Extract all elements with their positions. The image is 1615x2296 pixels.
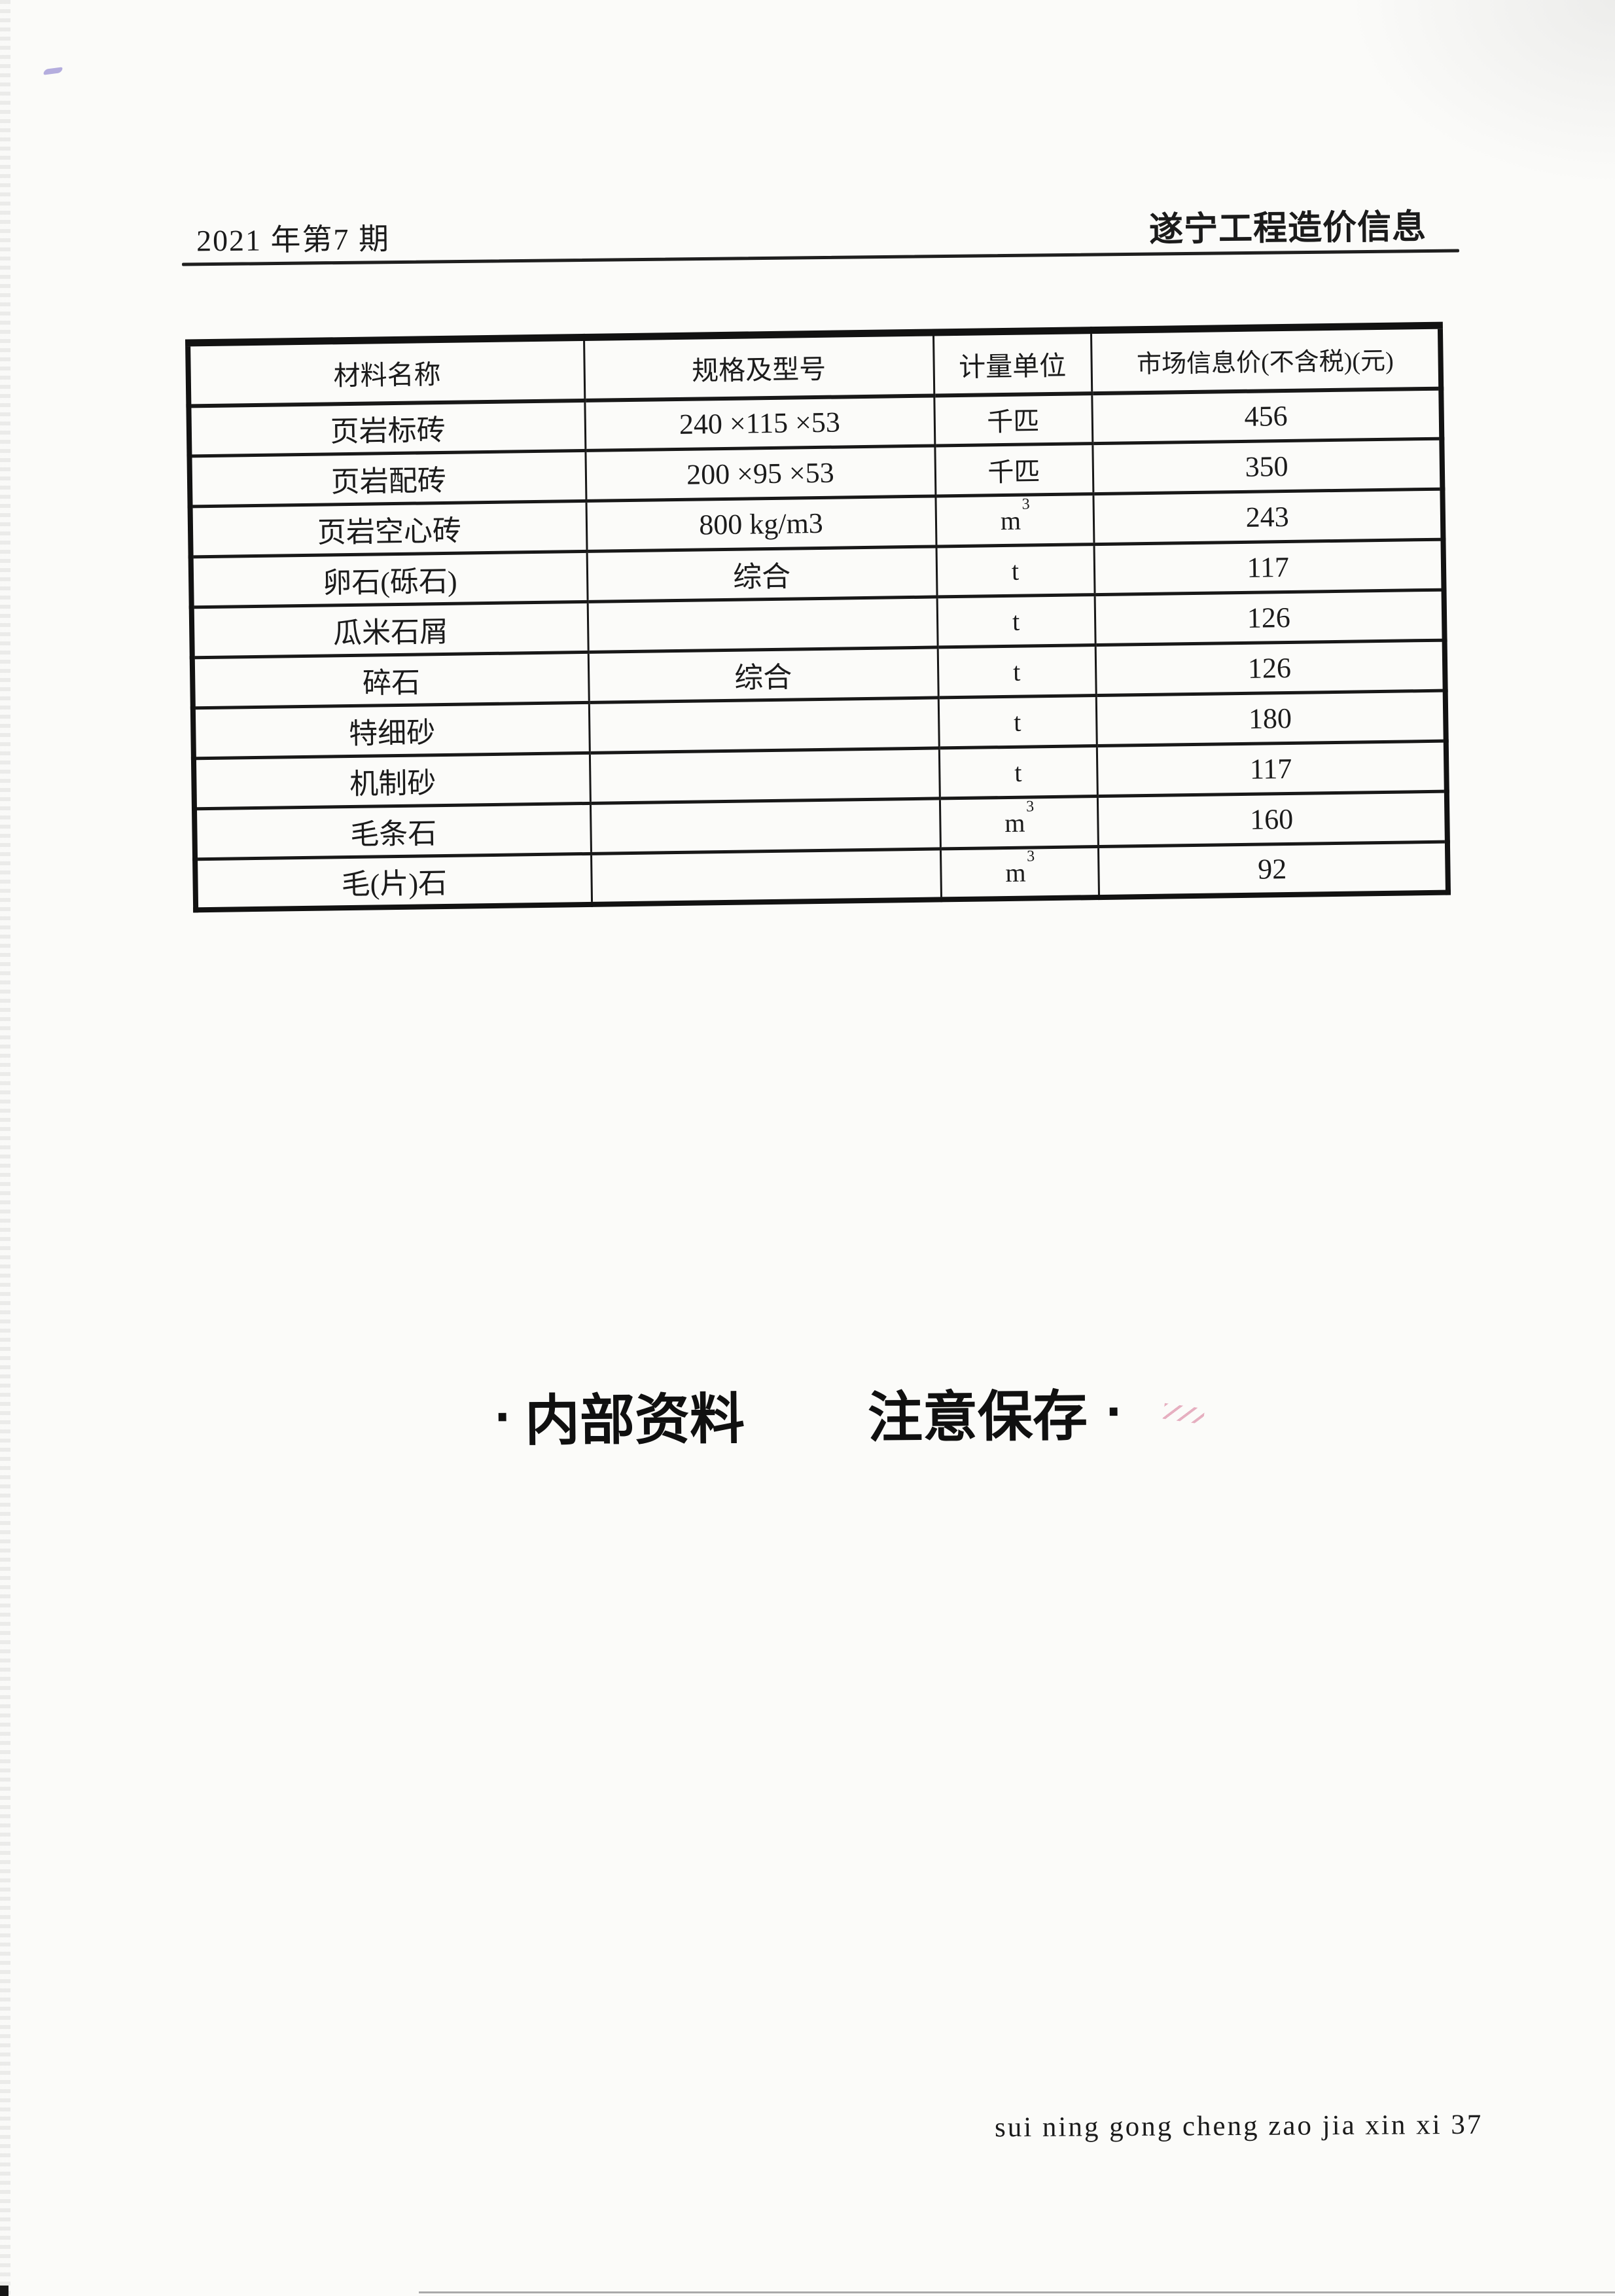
cell-price: 117 xyxy=(1093,539,1444,595)
cell-unit: 千匹 xyxy=(934,443,1093,496)
footer-page-label: sui ning gong cheng zao jia xin xi 37 xyxy=(994,2109,1483,2144)
cell-material-name: 机制砂 xyxy=(193,753,590,809)
scan-pink-mark xyxy=(1162,1403,1205,1425)
cell-price: 160 xyxy=(1097,791,1447,847)
scan-speck xyxy=(43,67,63,75)
cell-spec xyxy=(591,848,942,905)
cell-material-name: 碎石 xyxy=(192,652,589,708)
cell-unit: t xyxy=(938,745,1097,798)
scan-edge-band xyxy=(0,0,10,2296)
cell-material-name: 特细砂 xyxy=(192,702,590,759)
cell-material-name: 页岩空心砖 xyxy=(190,501,587,557)
notice-right-dot: · xyxy=(1105,1380,1125,1443)
notice-left-dot: · xyxy=(494,1385,514,1448)
cell-price: 180 xyxy=(1095,691,1446,746)
cell-unit: t xyxy=(936,544,1095,597)
cell-price: 126 xyxy=(1095,640,1446,696)
unit-superscript: 3 xyxy=(1027,848,1035,865)
unit-superscript: 3 xyxy=(1025,798,1035,816)
cell-price: 92 xyxy=(1097,842,1448,897)
notice-keep-safe: 注意保存 xyxy=(867,1385,1088,1449)
cell-material-name: 瓜米石屑 xyxy=(191,601,588,658)
cell-spec: 综合 xyxy=(586,546,937,602)
cell-material-name: 毛(片)石 xyxy=(195,853,592,910)
cell-unit: m3 xyxy=(935,493,1094,547)
column-header: 规格及型号 xyxy=(583,332,934,401)
cell-unit: m3 xyxy=(939,796,1098,849)
cell-price: 350 xyxy=(1092,439,1443,494)
scan-corner-chip xyxy=(0,2286,9,2296)
column-header: 材料名称 xyxy=(188,337,585,406)
cell-spec: 综合 xyxy=(588,647,938,703)
cell-spec: 200 ×95 ×53 xyxy=(585,445,936,501)
cell-spec xyxy=(587,596,938,653)
cell-unit: m3 xyxy=(940,846,1099,899)
cell-price: 456 xyxy=(1091,388,1442,444)
cell-unit: t xyxy=(936,594,1095,647)
column-header: 市场信息价(不含税)(元) xyxy=(1090,325,1442,393)
notice-internal-material: 内部资料 xyxy=(524,1388,745,1452)
cell-price: 117 xyxy=(1096,741,1447,797)
cell-spec: 800 kg/m3 xyxy=(586,495,936,552)
notice-line: · 内部资料 注意保存 · xyxy=(494,1372,1125,1456)
cell-price: 243 xyxy=(1093,489,1444,545)
cell-unit: 千匹 xyxy=(934,393,1093,446)
cell-material-name: 页岩标砖 xyxy=(188,400,586,456)
cell-material-name: 页岩配砖 xyxy=(189,450,586,507)
scan-corner-shade xyxy=(1314,0,1615,209)
unit-superscript: 3 xyxy=(1021,495,1030,513)
cell-material-name: 卵石(砾石) xyxy=(190,551,588,607)
cell-spec xyxy=(589,747,940,804)
cell-spec xyxy=(588,697,939,753)
cell-spec: 240 ×115 ×53 xyxy=(584,395,935,451)
cell-unit: t xyxy=(938,695,1097,748)
cell-spec xyxy=(590,798,940,854)
column-header: 计量单位 xyxy=(932,330,1092,395)
issue-label: 2021 年第7 期 xyxy=(196,222,391,258)
table-body: 页岩标砖 240 ×115 ×53 千匹 456 页岩配砖 200 ×95 ×53 千匹 35… xyxy=(188,388,1448,910)
materials-price-table: 材料名称 规格及型号 计量单位 市场信息价(不含税)(元) 页岩标砖 240 ×115 … xyxy=(185,321,1451,912)
cell-material-name: 毛条石 xyxy=(194,803,592,859)
scan-bottom-edge xyxy=(419,2291,1615,2293)
cell-price: 126 xyxy=(1094,590,1445,645)
cell-unit: t xyxy=(937,645,1096,698)
